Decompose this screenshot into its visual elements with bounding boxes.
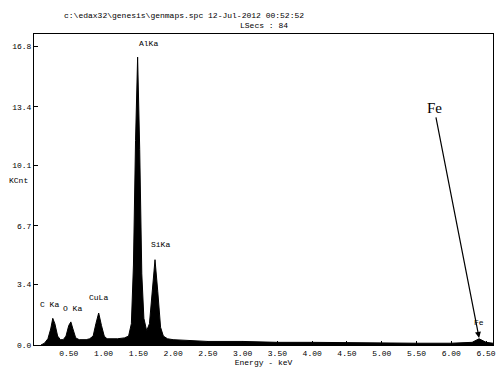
svg-text:C Ka: C Ka [40, 300, 59, 309]
svg-text:6.00: 6.00 [442, 349, 461, 358]
svg-text:Fe: Fe [427, 100, 442, 116]
svg-text:10.1: 10.1 [12, 161, 31, 170]
svg-text:2.00: 2.00 [163, 349, 182, 358]
svg-text:5.50: 5.50 [407, 349, 426, 358]
svg-text:LSecs : 84: LSecs : 84 [240, 21, 288, 30]
svg-text:1.50: 1.50 [129, 349, 148, 358]
svg-text:O Ka: O Ka [63, 304, 82, 313]
svg-text:6.7: 6.7 [17, 222, 32, 231]
svg-text:c:\edax32\genesis\genmaps.spc: c:\edax32\genesis\genmaps.spc 12-Jul-201… [64, 11, 304, 20]
svg-text:3.00: 3.00 [233, 349, 252, 358]
svg-text:KCnt: KCnt [9, 176, 28, 185]
svg-text:3.50: 3.50 [268, 349, 287, 358]
svg-text:Fe: Fe [474, 318, 484, 327]
svg-text:Energy - keV: Energy - keV [235, 358, 293, 367]
svg-text:1.00: 1.00 [94, 349, 113, 358]
svg-text:CuLa: CuLa [89, 293, 108, 302]
svg-text:16.8: 16.8 [12, 42, 31, 51]
svg-text:0.0: 0.0 [17, 341, 32, 350]
svg-text:AlKa: AlKa [139, 39, 158, 48]
svg-text:0.50: 0.50 [59, 349, 78, 358]
svg-text:4.50: 4.50 [337, 349, 356, 358]
svg-text:SiKa: SiKa [151, 240, 170, 249]
svg-text:6.50: 6.50 [476, 349, 495, 358]
svg-text:3.4: 3.4 [17, 280, 32, 289]
svg-text:2.50: 2.50 [198, 349, 217, 358]
svg-text:5.00: 5.00 [372, 349, 391, 358]
svg-text:13.4: 13.4 [12, 103, 31, 112]
svg-text:4.00: 4.00 [303, 349, 322, 358]
